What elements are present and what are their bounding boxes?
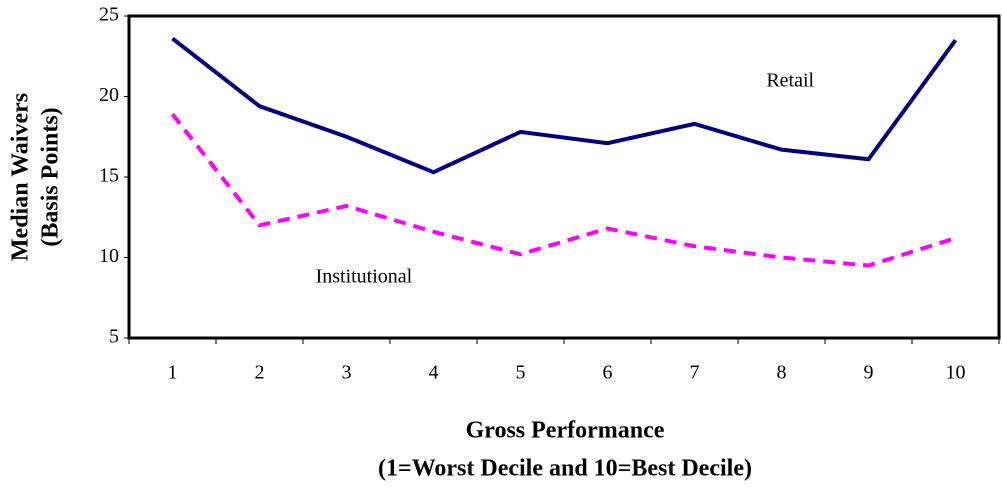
y-tick-label: 10 (99, 245, 119, 267)
x-tick-label: 8 (777, 362, 787, 384)
x-axis-label: Gross Performance (466, 418, 665, 444)
y-axis-label: Median Waivers (8, 93, 34, 261)
x-tick-label: 2 (255, 362, 265, 384)
y-tick-label: 20 (99, 84, 119, 106)
x-tick-label: 9 (864, 362, 874, 384)
series-label: Retail (766, 70, 814, 92)
x-tick-label: 6 (603, 362, 613, 384)
y-tick-label: 15 (99, 165, 119, 187)
x-tick-label: 10 (946, 362, 966, 384)
plot-frame (127, 14, 1001, 340)
x-tick-label: 5 (516, 362, 526, 384)
x-axis-label: (1=Worst Decile and 10=Best Decile) (378, 456, 752, 482)
x-tick-label: 4 (429, 362, 439, 384)
x-tick-label: 1 (168, 362, 178, 384)
y-tick-label: 5 (109, 326, 119, 348)
series-line (171, 36, 958, 175)
x-tick-label: 7 (690, 362, 700, 384)
series-line (170, 112, 957, 268)
y-axis-label: (Basis Points) (38, 107, 64, 246)
series-label: Institutional (316, 266, 413, 288)
y-tick-label: 25 (99, 4, 119, 26)
x-tick-label: 3 (342, 362, 352, 384)
